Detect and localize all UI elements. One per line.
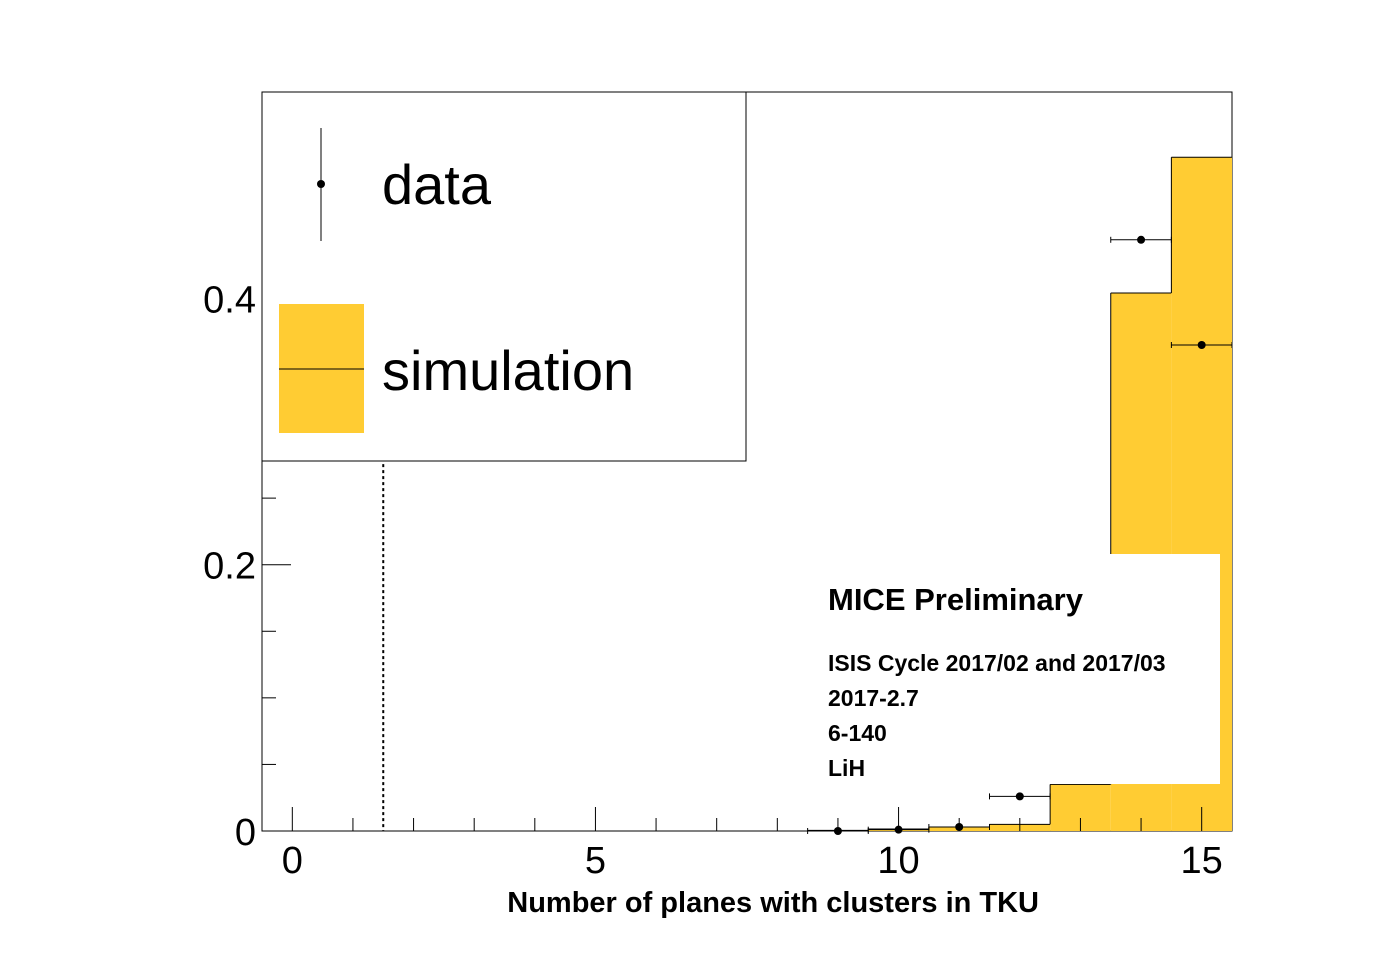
annotation-absorber: LiH xyxy=(828,755,865,781)
legend: data simulation xyxy=(261,91,747,462)
annotation-title: MICE Preliminary xyxy=(828,582,1084,617)
data-point-15 xyxy=(1197,340,1206,349)
y-tick-labels: 0 0.2 0.4 xyxy=(203,279,256,854)
x-tick-label-10: 10 xyxy=(877,840,919,882)
legend-label-data: data xyxy=(382,153,492,216)
annotation-beam: 6-140 xyxy=(828,720,887,746)
data-point-10 xyxy=(894,825,903,834)
annotation-background xyxy=(818,554,1220,784)
x-tick-label-15: 15 xyxy=(1181,840,1223,882)
data-point-11 xyxy=(955,823,964,832)
annotation-cycle: ISIS Cycle 2017/02 and 2017/03 xyxy=(828,650,1166,676)
data-point-14 xyxy=(1137,235,1146,244)
annotation-version: 2017-2.7 xyxy=(828,685,919,711)
data-point-9 xyxy=(833,827,842,835)
x-tick-label-5: 5 xyxy=(585,840,606,882)
y-tick-label-0.2: 0.2 xyxy=(203,546,256,588)
y-tick-label-0.4: 0.4 xyxy=(203,279,256,321)
x-tick-labels: 0 5 10 15 xyxy=(282,840,1223,882)
y-tick-label-0: 0 xyxy=(235,812,256,854)
legend-label-simulation: simulation xyxy=(382,339,634,402)
x-axis-title: Number of planes with clusters in TKU xyxy=(507,887,1039,919)
legend-data-marker xyxy=(317,180,325,188)
x-tick-label-0: 0 xyxy=(282,840,303,882)
annotation-box: MICE Preliminary ISIS Cycle 2017/02 and … xyxy=(818,554,1220,784)
data-point-12 xyxy=(1015,792,1024,801)
data-points xyxy=(807,235,1233,835)
